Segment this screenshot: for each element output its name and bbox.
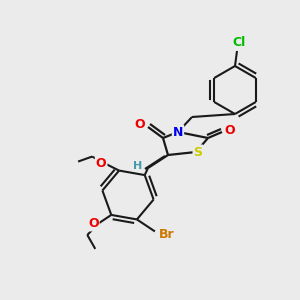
Text: O: O (88, 218, 99, 230)
Text: Cl: Cl (232, 37, 246, 50)
Text: O: O (225, 124, 235, 137)
Text: S: S (194, 146, 202, 158)
Text: H: H (134, 161, 142, 171)
Text: O: O (96, 157, 106, 170)
Text: N: N (173, 125, 183, 139)
Text: O: O (135, 118, 145, 131)
Text: Br: Br (159, 228, 175, 241)
